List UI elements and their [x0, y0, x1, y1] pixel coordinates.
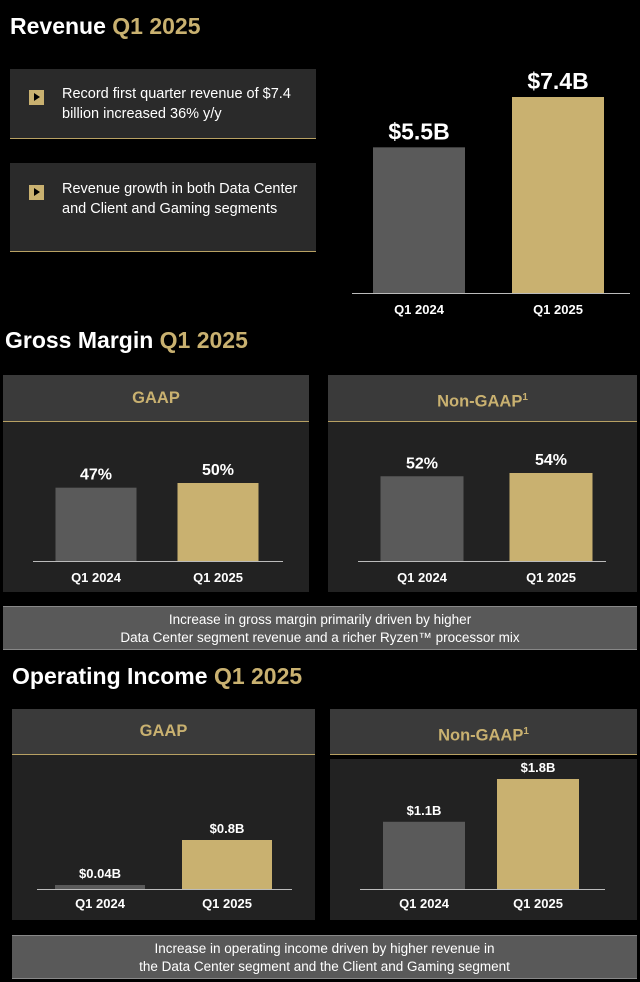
category-label: Q1 2025	[193, 570, 243, 585]
gm-gaap-chart: 47% Q1 2024 50% Q1 2025	[33, 462, 283, 585]
oi-gaap-header: GAAP	[12, 709, 315, 755]
category-label: Q1 2024	[71, 570, 122, 585]
footnote-marker: 1	[523, 726, 529, 737]
value-label: $0.04B	[79, 866, 121, 881]
category-label: Q1 2025	[202, 896, 252, 911]
operating-income-title: Operating Income Q1 2025	[12, 663, 303, 689]
revenue-bullet-1: Record first quarter revenue of $7.4 bil…	[10, 69, 316, 139]
bullet-arrow-icon	[29, 90, 44, 105]
gm-nongaap-header: Non-GAAP1	[328, 375, 637, 422]
value-label: $7.4B	[527, 68, 588, 94]
value-label: $0.8B	[210, 821, 245, 836]
revenue-bullet-text: Revenue growth in both Data Center and C…	[62, 181, 298, 217]
bar-q1-2025	[497, 779, 579, 889]
gm-nongaap-panel: Non-GAAP1 52% Q1 2024 54% Q1 2025	[328, 375, 637, 592]
bar-q1-2025	[177, 483, 259, 561]
oi-gaap-chart: $0.04B Q1 2024 $0.8B Q1 2025	[37, 821, 292, 911]
bar-q1-2024	[55, 487, 137, 561]
value-label: $1.8B	[521, 760, 556, 775]
value-label: 54%	[535, 452, 567, 469]
category-label: Q1 2024	[394, 302, 445, 317]
category-label: Q1 2025	[513, 896, 563, 911]
gm-gaap-panel: GAAP 47% Q1 2024 50% Q1 2025	[3, 375, 309, 592]
value-label: $1.1B	[407, 803, 442, 818]
gross-margin-title: Gross Margin Q1 2025	[5, 327, 248, 353]
oi-nongaap-header: Non-GAAP1	[330, 709, 637, 755]
bar-q1-2025	[182, 840, 272, 889]
oi-nongaap-chart: $1.1B Q1 2024 $1.8B Q1 2025	[360, 760, 605, 911]
category-label: Q1 2025	[526, 570, 576, 585]
category-label: Q1 2025	[533, 302, 583, 317]
bar-q1-2024	[55, 885, 145, 889]
category-label: Q1 2024	[399, 896, 450, 911]
bullet-arrow-icon	[29, 185, 44, 200]
category-label: Q1 2024	[75, 896, 126, 911]
bar-q1-2024	[373, 147, 465, 293]
revenue-bullet-2: Revenue growth in both Data Center and C…	[10, 163, 316, 252]
bar-q1-2024	[380, 476, 464, 561]
gross-margin-period: Q1 2025	[159, 327, 248, 353]
value-label: $5.5B	[388, 118, 449, 144]
bar-q1-2024	[383, 821, 465, 889]
bar-q1-2025	[512, 97, 604, 293]
operating-income-note: Increase in operating income driven by h…	[12, 935, 637, 979]
value-label: 52%	[406, 455, 438, 472]
oi-gaap-panel: GAAP $0.04B Q1 2024 $0.8B Q1 2025	[12, 709, 315, 920]
category-label: Q1 2024	[397, 570, 448, 585]
revenue-bullet-text: Record first quarter revenue of $7.4 bil…	[62, 86, 291, 122]
oi-nongaap-panel: Non-GAAP1 $1.1B Q1 2024 $1.8B Q1 2025	[330, 709, 637, 920]
gross-margin-note: Increase in gross margin primarily drive…	[3, 606, 637, 650]
operating-income-period: Q1 2025	[213, 663, 303, 689]
bar-q1-2025	[509, 473, 593, 561]
revenue-title: Revenue Q1 2025	[10, 13, 201, 39]
gm-gaap-header: GAAP	[3, 375, 309, 422]
gm-nongaap-chart: 52% Q1 2024 54% Q1 2025	[358, 452, 606, 585]
value-label: 50%	[202, 462, 234, 479]
value-label: 47%	[80, 467, 112, 484]
revenue-chart: $5.5B Q1 2024 $7.4B Q1 2025	[352, 68, 630, 317]
revenue-period: Q1 2025	[112, 13, 201, 39]
footnote-marker: 1	[522, 392, 528, 403]
